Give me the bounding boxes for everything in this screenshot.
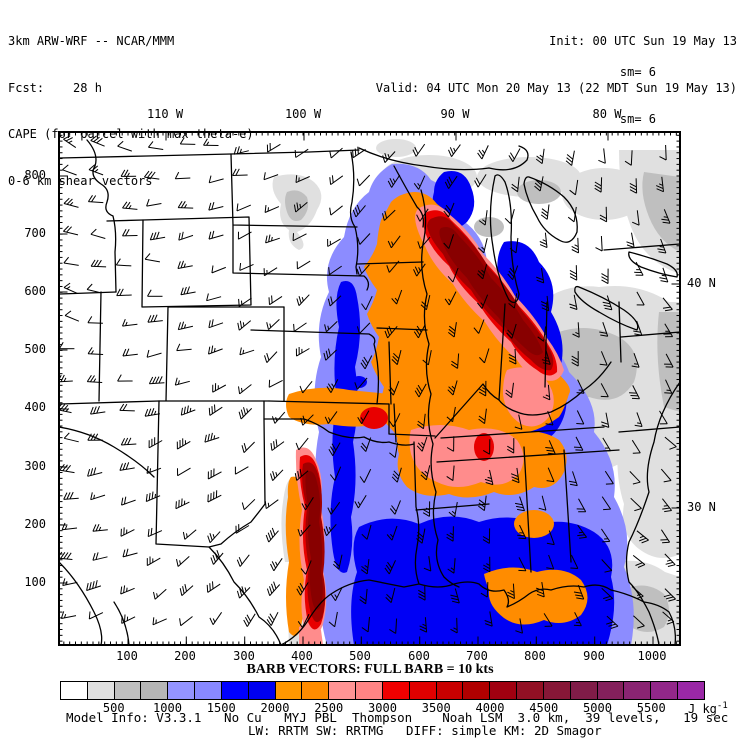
colorbar-cell	[408, 682, 436, 699]
lon-label: 80 W	[592, 107, 622, 121]
y-km-label: 700	[24, 226, 46, 240]
valid-time: Valid: 04 UTC Mon 20 May 13 (22 MDT Sun …	[375, 80, 737, 95]
x-km-label: 300	[233, 649, 255, 663]
colorbar-tick-label: 500	[102, 701, 125, 715]
colorbar-cell	[167, 682, 195, 699]
colorbar-cell	[596, 682, 624, 699]
colorbar-cell	[61, 682, 87, 699]
cape-colorbar	[60, 681, 705, 700]
model-info-line-2: LW: RRTM SW: RRTMG DIFF: simple KM: 2D S…	[248, 723, 602, 738]
colorbar-cell	[516, 682, 543, 699]
y-km-label: 100	[24, 575, 46, 589]
forecast-hour: Fcst: 28 h	[8, 80, 102, 95]
colorbar-cell	[355, 682, 382, 699]
lat-label: 30 N	[687, 500, 716, 514]
y-km-label: 200	[24, 517, 46, 531]
wind-barbs	[60, 135, 677, 634]
colorbar-tick-label: 2500	[314, 701, 344, 715]
colorbar-tick-label: 3500	[421, 701, 451, 715]
y-km-label: 800	[24, 168, 46, 182]
x-km-label: 600	[408, 649, 430, 663]
colorbar-tick-label: 1000	[153, 701, 182, 715]
x-km-label: 400	[291, 649, 313, 663]
state-borders	[60, 139, 680, 645]
x-km-label: 900	[583, 649, 605, 663]
y-km-label: 600	[24, 284, 46, 298]
model-title: 3km ARW-WRF -- NCAR/MMM	[8, 34, 175, 48]
y-km-label: 300	[24, 459, 46, 473]
y-km-label: 500	[24, 342, 46, 356]
colorbar-cell	[301, 682, 329, 699]
colorbar-cell	[650, 682, 678, 699]
colorbar-cell	[113, 682, 141, 699]
colorbar-tick-label: 2000	[260, 701, 290, 715]
colorbar-cell	[435, 682, 463, 699]
colorbar-cell	[140, 682, 168, 699]
colorbar-tick-label: 3000	[368, 701, 397, 715]
colorbar-cell	[542, 682, 570, 699]
x-km-label: 700	[466, 649, 488, 663]
barb-legend: BARB VECTORS: FULL BARB = 10 kts	[246, 662, 494, 677]
colorbar-tick-label: 4000	[475, 701, 505, 715]
forecast-map	[58, 131, 681, 646]
cape-fill-layer	[272, 139, 680, 645]
x-km-label: 500	[349, 649, 371, 663]
colorbar-cell	[247, 682, 275, 699]
sm-value-2: sm= 6	[619, 111, 656, 126]
colorbar-tick-label: 5000	[583, 701, 612, 715]
header-sm: sm= 6 sm= 6	[620, 34, 656, 158]
colorbar-cell	[677, 682, 704, 699]
sm-value-1: sm= 6	[619, 65, 656, 79]
colorbar-cell	[194, 682, 221, 699]
colorbar-cell	[274, 682, 302, 699]
x-km-label: 1000	[637, 649, 667, 663]
colorbar-unit: J kg-1	[688, 701, 728, 716]
colorbar-cell	[489, 682, 517, 699]
colorbar-cell	[381, 682, 409, 699]
colorbar-cell	[328, 682, 356, 699]
colorbar-tick-label: 1500	[206, 701, 236, 715]
x-km-label: 800	[524, 649, 546, 663]
init-time: Init: 00 UTC Sun 19 May 13	[549, 34, 737, 48]
lon-label: 90 W	[440, 107, 470, 121]
colorbar-tick-label: 5500	[636, 701, 666, 715]
colorbar-cell	[86, 682, 114, 699]
y-km-label: 400	[24, 400, 46, 414]
colorbar-cell	[220, 682, 248, 699]
x-km-label: 200	[174, 649, 196, 663]
colorbar-cell	[462, 682, 490, 699]
lon-label: 100 W	[284, 107, 322, 121]
colorbar-tick-label: 4500	[529, 701, 559, 715]
header-right: Init: 00 UTC Sun 19 May 13 Valid: 04 UTC…	[376, 3, 737, 127]
colorbar-cell	[623, 682, 651, 699]
x-km-label: 100	[116, 649, 138, 663]
overlay-title: 0-6 km shear vectors	[8, 173, 153, 188]
colorbar-cell	[569, 682, 597, 699]
map-frame	[58, 131, 681, 646]
model-info-line-1: Model Info: V3.3.1 No Cu MYJ PBL Thompso…	[66, 710, 729, 725]
lon-label: 110 W	[146, 107, 184, 121]
lat-label: 40 N	[687, 276, 716, 290]
